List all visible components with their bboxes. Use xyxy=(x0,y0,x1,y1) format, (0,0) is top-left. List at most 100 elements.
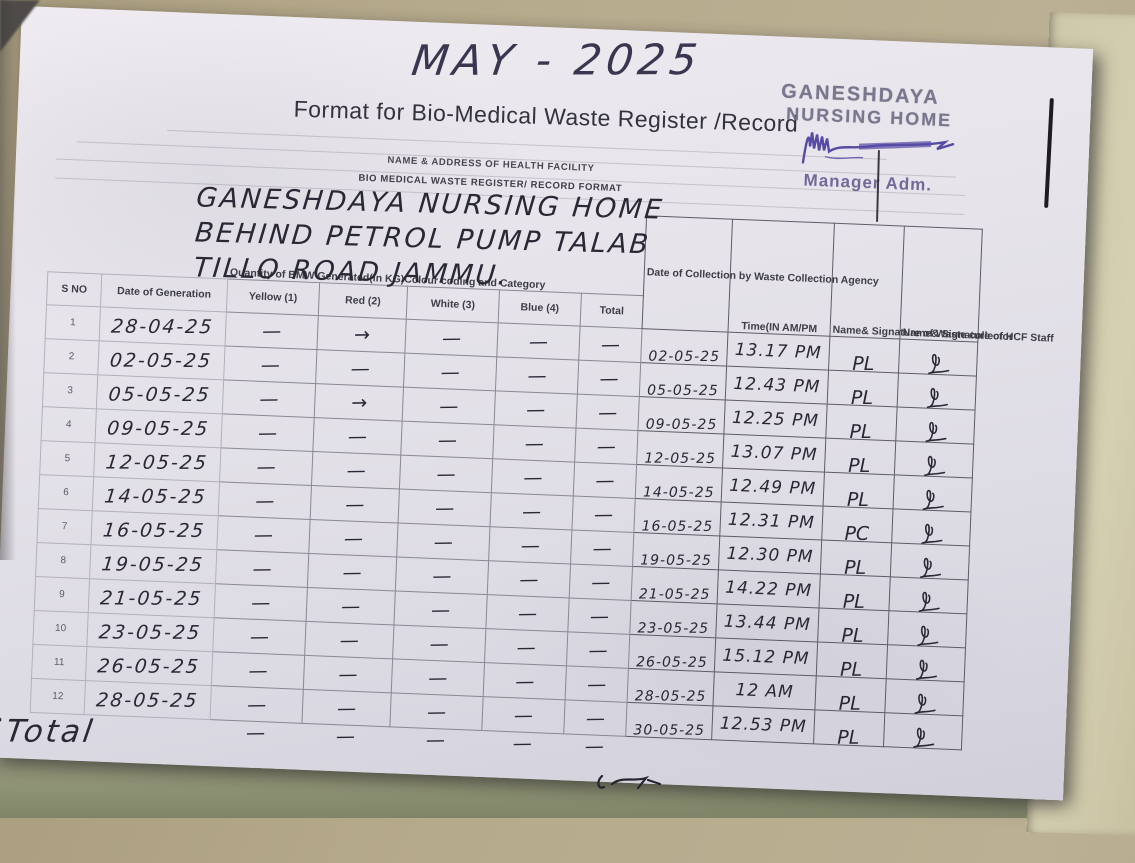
yellow-quantity: — xyxy=(252,557,272,580)
collection-date: 19-05-25 xyxy=(639,551,712,569)
white-quantity: — xyxy=(433,530,453,553)
register-paper-sheet: MAY - 2025 Format for Bio-Medical Waste … xyxy=(0,6,1094,801)
row-serial-number: 11 xyxy=(31,644,87,681)
yellow-quantity: — xyxy=(247,693,267,716)
register-row: 5 12-05-25 — — — — — 14-05-25 12.49 PM P… xyxy=(39,440,973,512)
collection-date: 05-05-25 xyxy=(646,382,719,399)
hcf-staff-signature-icon xyxy=(925,351,951,382)
hcf-staff-signature-icon xyxy=(923,385,949,416)
register-row: 10 23-05-25 — — — — — 26-05-25 15.12 PM … xyxy=(32,610,966,682)
photo-of-bmw-register-document: { "colors":{ "ink":"#2b2836","blue_ink":… xyxy=(0,0,1135,836)
hcf-staff-signature-icon xyxy=(917,555,943,586)
yellow-quantity: — xyxy=(248,659,268,682)
ink-dot xyxy=(0,717,2,722)
collection-time: 12.43 PM xyxy=(733,373,821,397)
generation-date: 09-05-25 xyxy=(106,417,211,440)
yellow-quantity: — xyxy=(256,455,276,478)
register-row: 7 16-05-25 — — — — — 19-05-25 12.30 PM P… xyxy=(36,508,970,580)
collection-date: 21-05-25 xyxy=(638,585,711,603)
blue-quantity: — xyxy=(513,704,534,727)
blue-quantity: — xyxy=(527,364,547,387)
form-title: Format for Bio-Medical Waste Register /R… xyxy=(293,95,799,137)
total-quantity: — xyxy=(595,469,615,492)
white-quantity: — xyxy=(440,360,460,384)
yellow-quantity: — xyxy=(249,625,270,648)
generation-date: 02-05-25 xyxy=(109,349,214,372)
register-row: 2 02-05-25 — — — — — 05-05-25 12.43 PM P… xyxy=(43,338,977,411)
total-quantity: — xyxy=(599,367,619,390)
row-serial-number: 12 xyxy=(30,678,86,715)
pen-scribble-icon xyxy=(597,774,662,790)
handwritten-month-title: MAY - 2025 xyxy=(408,34,705,86)
blue-quantity: — xyxy=(516,636,536,659)
blue-quantity: — xyxy=(520,534,540,557)
generation-date: 05-05-25 xyxy=(107,383,213,406)
register-row: 8 19-05-25 — — — — — 21-05-25 14.22 PM P… xyxy=(35,542,969,614)
white-quantity: — xyxy=(437,428,458,452)
waste-collector-initials: PL xyxy=(841,624,865,647)
waste-collector-initials: PL xyxy=(851,386,874,409)
red-quantity: — xyxy=(346,459,366,482)
blue-quantity: — xyxy=(521,500,542,523)
red-quantity: — xyxy=(345,493,365,516)
collection-date: 23-05-25 xyxy=(637,619,709,637)
blue-quantity: — xyxy=(523,466,543,489)
hcf-staff-signature-icon xyxy=(922,419,948,450)
total-quantity: — xyxy=(592,537,612,560)
white-quantity: — xyxy=(435,496,455,519)
row-serial-number: 9 xyxy=(34,576,90,613)
waste-collector-initials: PL xyxy=(839,692,862,715)
yellow-quantity: — xyxy=(259,387,279,410)
grand-total: — xyxy=(584,735,604,758)
red-quantity: → xyxy=(350,391,367,414)
yellow-quantity: — xyxy=(251,591,271,614)
waste-collector-initials: PL xyxy=(837,726,860,749)
blue-quantity: — xyxy=(519,568,539,591)
generation-date: 28-04-25 xyxy=(110,315,216,338)
blue-quantity: — xyxy=(515,670,535,693)
waste-collector-initials: PL xyxy=(852,352,875,375)
total-quantity: — xyxy=(589,605,610,628)
generation-date: 21-05-25 xyxy=(99,586,205,610)
hcf-staff-signature-icon xyxy=(919,487,945,518)
generation-date: 19-05-25 xyxy=(100,552,206,576)
register-row: 6 14-05-25 — — — — — 16-05-25 12.31 PM P… xyxy=(38,474,971,546)
table-body: 1 28-04-25 — → — — — 02-05-25 13.17 PM P… xyxy=(30,304,978,750)
white-total: — xyxy=(425,729,446,752)
collection-date: 09-05-25 xyxy=(645,416,718,433)
register-row: 12 28-05-25 — — — — — 30-05-25 12.53 PM … xyxy=(30,678,963,750)
row-serial-number: 2 xyxy=(43,338,100,375)
red-quantity: — xyxy=(343,527,364,550)
white-quantity: — xyxy=(428,666,448,689)
collection-date: 16-05-25 xyxy=(641,518,713,535)
hcf-staff-signature-icon xyxy=(915,589,941,620)
row-serial-number: 8 xyxy=(35,542,91,579)
yellow-quantity: — xyxy=(262,319,282,342)
total-quantity: — xyxy=(585,706,606,730)
row-serial-number: 4 xyxy=(41,406,97,443)
red-quantity: → xyxy=(353,323,370,346)
blue-total: — xyxy=(512,732,532,755)
sno-header: S NO xyxy=(46,271,102,307)
collection-time: 12.31 PM xyxy=(727,509,816,533)
collection-time: 14.22 PM xyxy=(724,577,813,601)
red-total: — xyxy=(335,725,356,748)
red-quantity: — xyxy=(350,357,370,380)
waste-collector-initials: PC xyxy=(844,522,870,545)
yellow-quantity: — xyxy=(257,421,278,444)
collection-time: 12 AM xyxy=(735,679,795,703)
yellow-total: — xyxy=(245,721,266,745)
bmw-register-table: Quantity of BMW Generated(in KG)Colour c… xyxy=(3,191,1054,792)
hcf-staff-signature-icon xyxy=(921,453,947,484)
collection-time: 12.53 PM xyxy=(719,713,808,737)
total-label: Total xyxy=(2,713,97,750)
yellow-quantity: — xyxy=(260,353,280,376)
white-quantity: — xyxy=(436,462,456,486)
hcf-staff-signature-icon xyxy=(910,725,936,756)
yellow-quantity: — xyxy=(253,523,274,546)
white-quantity: — xyxy=(426,700,447,723)
generation-date: 28-05-25 xyxy=(95,688,201,712)
collection-date: 02-05-25 xyxy=(648,348,720,365)
blue-quantity: — xyxy=(526,398,546,421)
register-row: 9 21-05-25 — — — — — 23-05-25 13.44 PM P… xyxy=(34,576,967,648)
